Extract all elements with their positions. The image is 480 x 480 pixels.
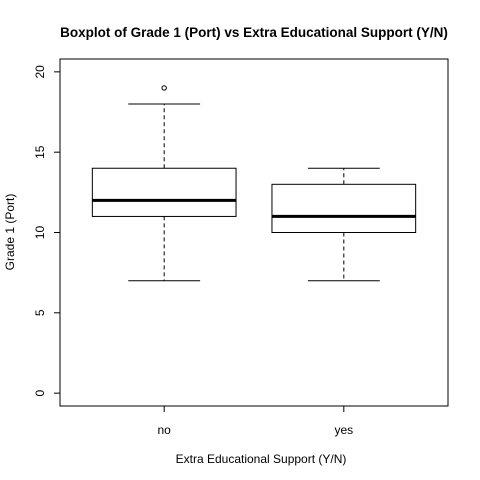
box-no <box>91 85 237 282</box>
x-tick-label-yes: yes <box>334 423 353 437</box>
y-axis: 0 5 10 15 20 <box>33 65 60 396</box>
y-tick-label-15: 15 <box>33 145 47 159</box>
x-axis: no yes <box>158 406 353 437</box>
y-tick-label-10: 10 <box>33 226 47 240</box>
x-tick-label-no: no <box>158 423 172 437</box>
box-group <box>91 85 417 282</box>
y-tick-label-5: 5 <box>33 309 47 316</box>
x-axis-label: Extra Educational Support (Y/N) <box>176 452 347 466</box>
y-tick-label-20: 20 <box>33 65 47 79</box>
chart-title: Boxplot of Grade 1 (Port) vs Extra Educa… <box>60 25 448 40</box>
outlier-point-no-0 <box>161 85 167 91</box>
y-tick-label-0: 0 <box>33 389 47 396</box>
y-axis-label: Grade 1 (Port) <box>3 194 17 271</box>
iqr-box-no <box>91 167 237 217</box>
box-yes <box>271 167 417 282</box>
iqr-box-yes <box>271 183 417 233</box>
